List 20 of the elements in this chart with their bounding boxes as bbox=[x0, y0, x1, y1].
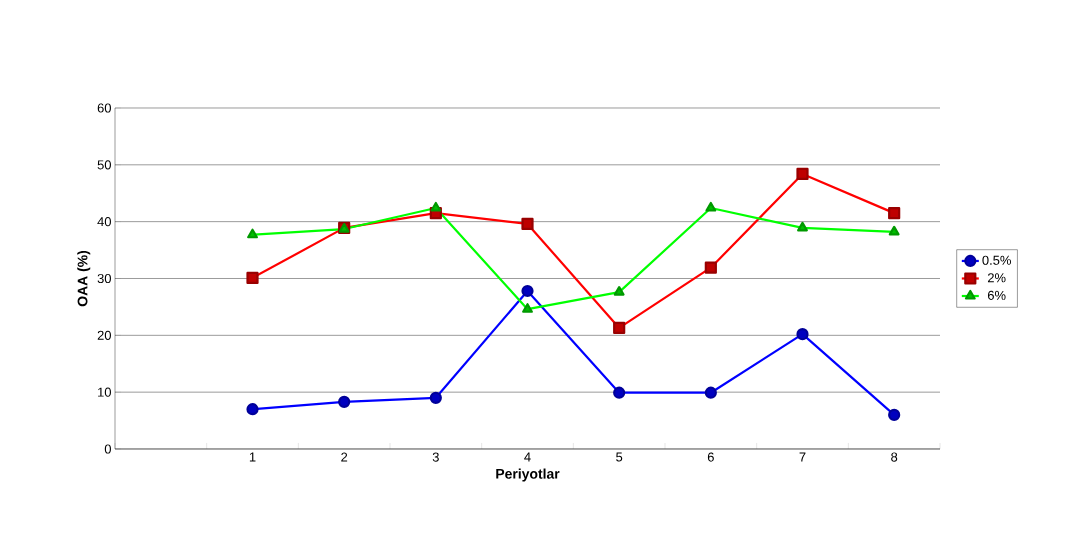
y-tick-label: 30 bbox=[97, 273, 111, 284]
y-tick-label: 60 bbox=[97, 103, 111, 113]
x-tick-label: 4 bbox=[524, 452, 531, 462]
x-tick-label: 6 bbox=[707, 452, 714, 462]
x-tick-label: 3 bbox=[432, 452, 439, 462]
y-tick-label: 20 bbox=[97, 330, 111, 340]
x-tick-label: 5 bbox=[616, 452, 623, 462]
x-tick-label: 7 bbox=[799, 452, 806, 462]
y-tick-label: 50 bbox=[97, 160, 111, 170]
x-tick-label: 1 bbox=[249, 452, 256, 462]
x-tick-label: 2 bbox=[341, 452, 348, 462]
x-axis-title: Periyotlar bbox=[496, 468, 560, 482]
y-axis-title: OAA (%) bbox=[77, 250, 91, 307]
legend-label: 0.5% bbox=[982, 255, 1011, 265]
legend-label: 6% bbox=[987, 290, 1006, 300]
y-tick-label: 40 bbox=[97, 217, 111, 227]
legend-label: 2% bbox=[987, 273, 1006, 283]
y-tick-label: 0 bbox=[104, 444, 111, 454]
x-tick-label: 8 bbox=[891, 452, 898, 462]
y-tick-label: 10 bbox=[98, 387, 111, 397]
